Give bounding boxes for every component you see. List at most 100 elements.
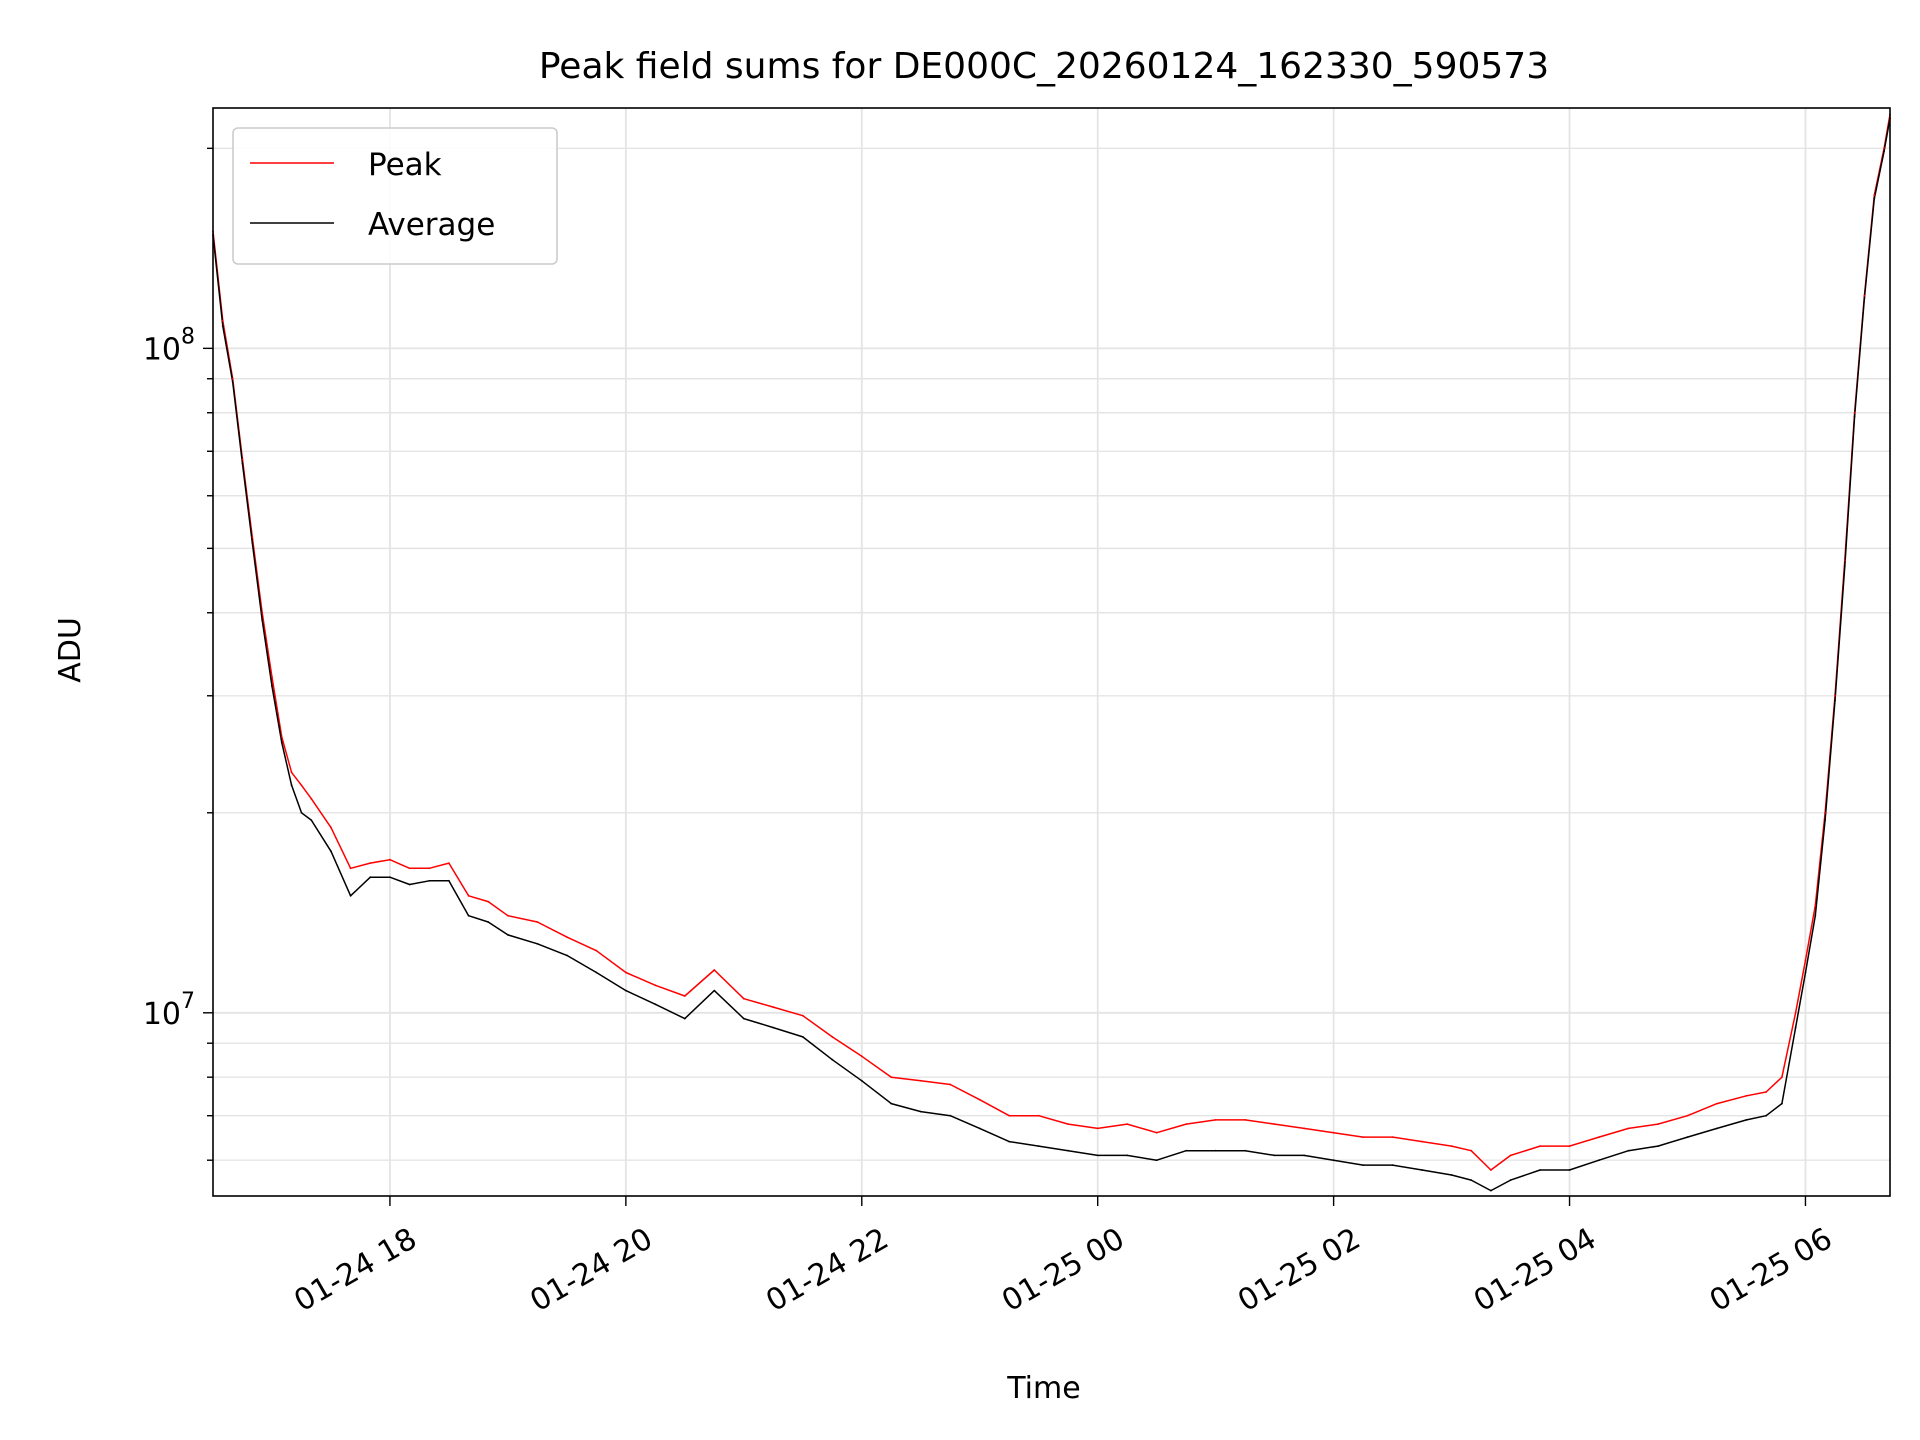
data-point-peak xyxy=(1568,1145,1571,1147)
data-point-average xyxy=(290,784,293,787)
data-point-peak xyxy=(467,894,470,897)
data-point-average xyxy=(300,811,303,814)
data-point-peak xyxy=(1657,1123,1659,1125)
data-point-average xyxy=(949,1114,952,1117)
y-tick-label: 108 xyxy=(143,324,195,367)
data-point-average xyxy=(978,1127,981,1130)
data-point-peak xyxy=(1096,1127,1099,1130)
data-point-peak xyxy=(1391,1136,1394,1138)
data-point-average xyxy=(1883,150,1885,153)
data-point-average xyxy=(1794,1026,1797,1029)
data-point-peak xyxy=(507,914,509,917)
data-point-average xyxy=(772,1026,775,1029)
data-point-peak xyxy=(742,997,745,1000)
data-point-average xyxy=(467,914,470,917)
data-point-peak xyxy=(1303,1127,1305,1130)
data-point-average xyxy=(221,325,224,327)
ticks xyxy=(203,147,1807,1206)
data-point-peak xyxy=(1332,1131,1335,1134)
data-point-average xyxy=(1781,1102,1783,1105)
y-tick-exponent: 7 xyxy=(181,989,195,1014)
data-point-average xyxy=(487,921,490,923)
data-point-average xyxy=(349,894,352,897)
data-point-average xyxy=(330,850,332,853)
data-point-average xyxy=(1814,914,1817,917)
data-point-peak xyxy=(349,867,352,870)
data-point-peak xyxy=(831,1036,834,1038)
data-point-peak xyxy=(1804,959,1807,962)
data-point-peak xyxy=(1067,1123,1070,1125)
data-point-peak xyxy=(1490,1169,1492,1171)
data-point-average xyxy=(1765,1114,1767,1117)
data-point-average xyxy=(1008,1140,1011,1143)
data-point-peak xyxy=(1214,1119,1217,1121)
data-point-peak xyxy=(221,319,224,322)
data-point-peak xyxy=(713,969,716,971)
data-point-average xyxy=(1214,1149,1217,1152)
data-point-peak xyxy=(1470,1149,1473,1152)
data-point-average xyxy=(713,989,716,992)
data-point-average xyxy=(1509,1179,1512,1181)
data-point-peak xyxy=(1834,694,1836,697)
data-point-peak xyxy=(1155,1131,1158,1134)
data-point-average xyxy=(1155,1159,1158,1162)
data-point-average xyxy=(1627,1149,1630,1152)
data-point-average xyxy=(654,1003,657,1006)
y-axis-label: ADU xyxy=(53,617,88,683)
data-point-average xyxy=(408,883,411,886)
data-point-average xyxy=(1362,1164,1364,1166)
data-point-average xyxy=(683,1017,686,1020)
data-point-average xyxy=(241,463,244,465)
data-point-average xyxy=(1873,197,1876,200)
data-point-average xyxy=(1539,1169,1541,1171)
series-points-average xyxy=(212,117,1891,1192)
data-point-peak xyxy=(1794,1011,1797,1014)
data-point-peak xyxy=(890,1076,893,1079)
chart-title: Peak field sums for DE000C_20260124_1623… xyxy=(539,46,1549,87)
data-point-peak xyxy=(1686,1114,1689,1117)
data-point-average xyxy=(1863,297,1866,300)
series-points-peak xyxy=(212,113,1891,1171)
y-tick-mantissa: 10 xyxy=(143,997,181,1032)
data-point-average xyxy=(261,619,264,621)
data-point-peak xyxy=(280,736,283,738)
data-point-average xyxy=(1096,1154,1099,1157)
data-point-peak xyxy=(1244,1119,1247,1121)
data-point-peak xyxy=(1863,294,1866,297)
data-point-average xyxy=(280,741,283,744)
data-point-average xyxy=(1716,1127,1718,1130)
data-point-peak xyxy=(271,676,273,679)
data-point-peak xyxy=(683,995,686,997)
data-point-peak xyxy=(1008,1114,1011,1117)
data-point-peak xyxy=(1824,811,1826,814)
data-point-average xyxy=(1470,1179,1473,1181)
data-point-average xyxy=(890,1102,893,1105)
data-point-average xyxy=(1303,1154,1305,1157)
data-point-peak xyxy=(300,784,303,787)
data-point-average xyxy=(1421,1169,1423,1171)
data-point-peak xyxy=(949,1083,952,1086)
y-tick-exponent: 8 xyxy=(181,324,195,349)
y-tick-label: 107 xyxy=(143,989,195,1032)
data-point-average xyxy=(1391,1164,1394,1166)
data-point-peak xyxy=(1745,1094,1748,1097)
data-point-peak xyxy=(251,536,254,538)
data-point-average xyxy=(1834,699,1836,702)
data-point-average xyxy=(1244,1149,1247,1152)
data-point-peak xyxy=(1450,1145,1453,1147)
data-point-peak xyxy=(1273,1123,1276,1125)
data-point-peak xyxy=(241,458,244,461)
data-point-average xyxy=(448,879,450,882)
data-point-average xyxy=(389,876,391,879)
data-point-peak xyxy=(801,1014,804,1017)
data-point-peak xyxy=(448,862,450,864)
legend: Peak Average xyxy=(232,127,558,265)
data-point-peak xyxy=(978,1098,981,1101)
data-point-average xyxy=(1332,1159,1335,1162)
data-point-average xyxy=(801,1036,804,1038)
data-point-peak xyxy=(408,867,411,870)
data-point-average xyxy=(860,1079,863,1082)
data-point-peak xyxy=(330,826,332,829)
data-point-peak xyxy=(290,771,293,774)
